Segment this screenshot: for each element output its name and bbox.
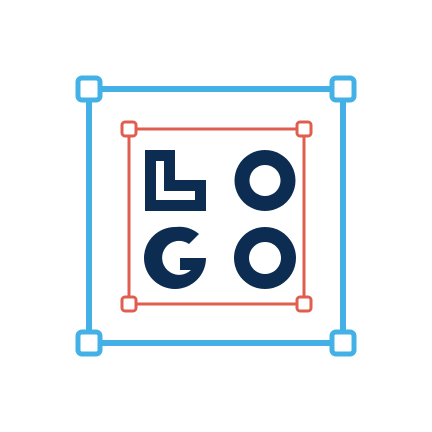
logo-letter-o-top bbox=[234, 150, 296, 211]
logo-letter-l bbox=[145, 150, 206, 211]
outer-handle-top-right bbox=[329, 75, 357, 103]
logo-letter-g bbox=[144, 226, 206, 289]
logo-letter-o-bottom bbox=[233, 227, 296, 289]
outer-frame-border bbox=[86, 86, 346, 346]
inner-handle-top-left bbox=[120, 120, 138, 138]
inner-frame-border bbox=[127, 127, 306, 306]
inner-handle-bottom-left bbox=[120, 295, 138, 313]
outer-handle-bottom-right bbox=[329, 329, 357, 357]
outer-handle-top-left bbox=[75, 75, 103, 103]
outer-selection-frame bbox=[75, 75, 357, 357]
inner-bounding-box bbox=[120, 120, 313, 313]
logo-wordmark bbox=[144, 150, 296, 289]
outer-handle-bottom-left bbox=[75, 329, 103, 357]
inner-handle-bottom-right bbox=[295, 295, 313, 313]
inner-handle-top-right bbox=[295, 120, 313, 138]
